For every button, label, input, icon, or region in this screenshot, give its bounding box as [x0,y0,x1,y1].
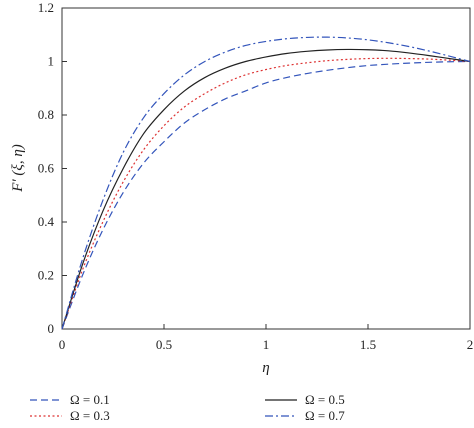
x-tick-label: 1.5 [360,337,376,352]
y-tick-label: 0.2 [38,268,54,283]
x-tick-label: 1 [263,337,270,352]
y-tick-label: 0.6 [38,161,55,176]
y-tick-label: 1 [48,54,55,69]
legend-label: Ω = 0.1 [70,392,110,407]
series-line-3 [61,36,471,330]
legend-label: Ω = 0.7 [305,408,345,423]
x-tick-label: 0 [59,337,66,352]
series-lines [61,36,471,330]
legend-label: Ω = 0.3 [70,408,110,423]
y-tick-label: 0 [48,321,55,336]
x-tick-label: 0.5 [156,337,172,352]
y-tick-label: 1.2 [38,0,54,15]
y-tick-label: 0.4 [38,214,55,229]
y-axis-title: F′ (ξ, η) [10,144,26,193]
x-tick-label: 2 [467,337,474,352]
series-line-1 [61,57,471,330]
series-line-0 [61,60,471,330]
x-axis-title: η [262,360,269,376]
legend-label: Ω = 0.5 [305,392,345,407]
y-axis-ticks: 0 0.2 0.4 0.6 0.8 1 1.2 [38,0,67,336]
y-tick-label: 0.8 [38,107,54,122]
series-line-2 [61,48,471,330]
legend: Ω = 0.1Ω = 0.3 Ω = 0.5Ω = 0.7 [30,392,345,423]
x-axis-ticks: 0 0.5 1 1.5 2 [59,324,474,352]
